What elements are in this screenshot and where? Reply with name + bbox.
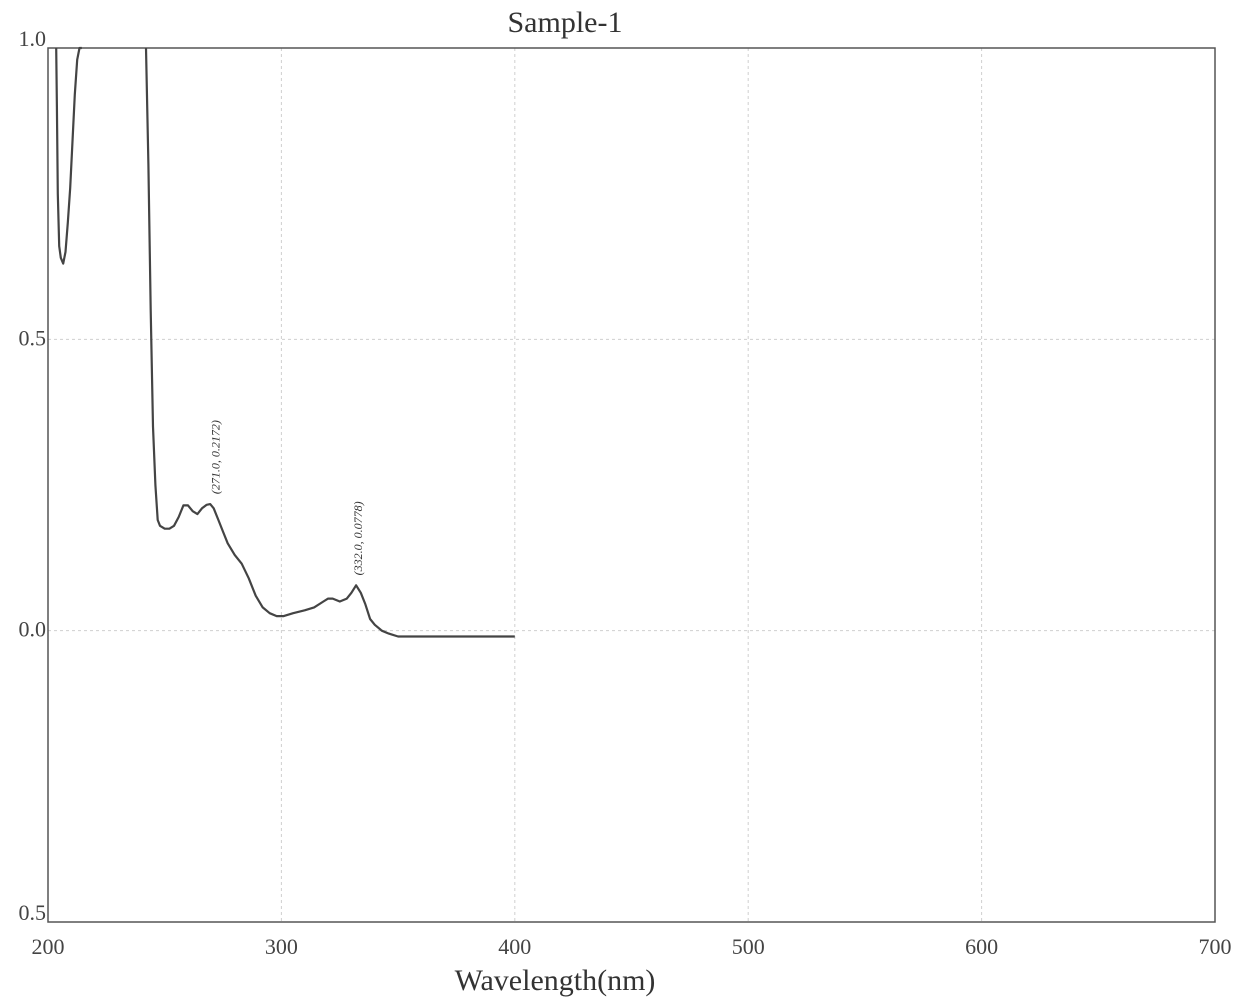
y-tick-label: 0.0	[19, 617, 47, 642]
curve-layer	[55, 46, 515, 638]
x-tick-label: 700	[1199, 934, 1232, 959]
spectrum-line	[55, 46, 82, 265]
y-tick-label: 0.5	[19, 325, 47, 350]
x-axis-label: Wavelength(nm)	[455, 964, 656, 997]
x-tick-label: 500	[732, 934, 765, 959]
x-tick-label: 600	[965, 934, 998, 959]
grid-layer	[48, 48, 1215, 922]
x-tick-label: 200	[32, 934, 65, 959]
annotation-layer: (271.0, 0.2172) (332.0, 0.0778)	[209, 420, 365, 575]
plot-frame	[47, 47, 1216, 923]
peak-annotation: (271.0, 0.2172)	[209, 420, 223, 494]
x-tick-label: 300	[265, 934, 298, 959]
x-tick-label: 400	[498, 934, 531, 959]
tick-layer: 200 300 400 500 600 700 1.0 0.5 0.0 0.5	[19, 26, 1232, 959]
y-tick-label: 0.5	[19, 900, 47, 925]
chart-title: Sample-1	[508, 6, 623, 39]
peak-annotation: (332.0, 0.0778)	[351, 501, 365, 575]
spectrum-line	[144, 47, 515, 638]
y-tick-label: 1.0	[19, 26, 47, 51]
